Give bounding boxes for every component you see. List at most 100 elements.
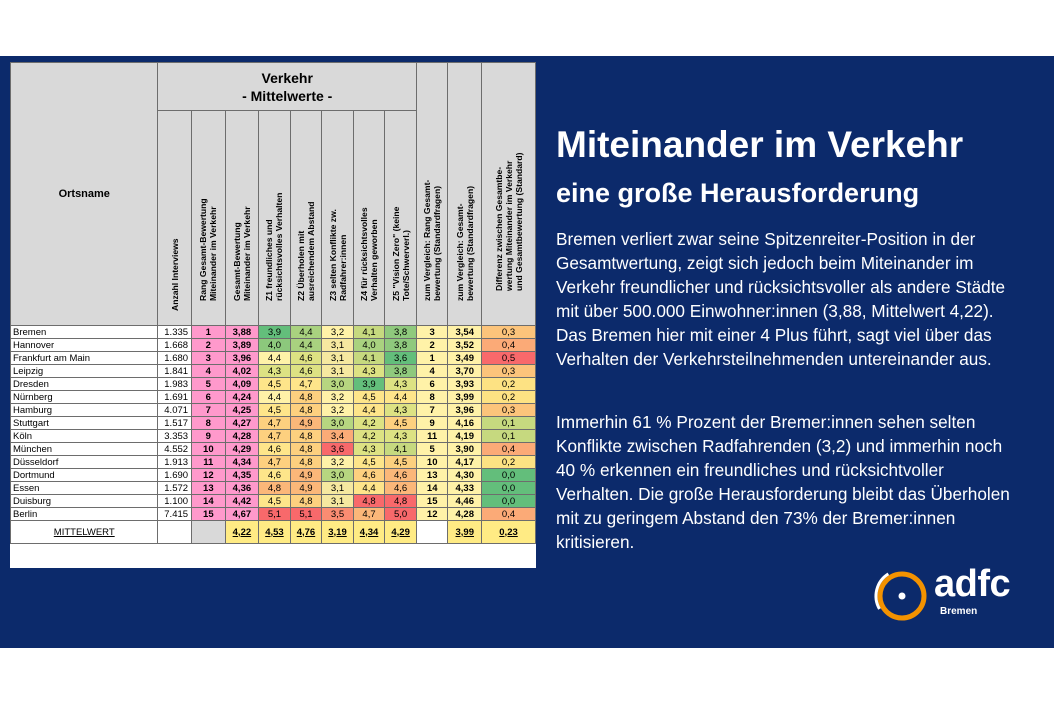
city-cell: Nürnberg [10,390,159,404]
col-header-diff: Differenz zwischen Gesamtbe- wertung Mit… [481,62,536,326]
z3-cell: 3,2 [321,325,354,339]
table-row: Dortmund 1.690 12 4,35 4,6 4,9 3,0 4,6 4,6 13 4,30… [10,468,536,482]
table-row: Frankfurt am Main 1.680 3 3,96 4,4 4,6 3,1 4,1 3… [10,351,536,365]
z5-cell: 4,5 [384,416,417,430]
z5-cell: 4,3 [384,377,417,391]
table-caption-top: Verkehr [261,69,313,86]
rank-cell: 5 [191,377,226,391]
interviews-cell: 3.353 [157,429,193,443]
diff-cell: 0,4 [481,442,536,456]
mean-row: MITTELWERT 4,22 4,53 4,76 3,19 4,34 4,29 3,99 0,… [10,520,536,544]
rank-cell: 2 [191,338,226,352]
score-cell: 4,67 [224,507,260,521]
z2-cell: 4,8 [289,390,323,404]
rank-cell: 8 [191,416,226,430]
col-header-rank: Rang Gesamt-Bewertung Miteinander im Ver… [191,110,226,326]
z2-cell: 4,9 [289,416,323,430]
z5-cell: 3,8 [384,325,417,339]
mean-score-cell: 4,22 [224,520,260,544]
score-cell: 4,42 [224,494,260,508]
paragraph-1: Bremen verliert zwar seine Spitzenreiter… [556,229,1006,369]
z4-cell: 4,6 [352,468,386,482]
cmp-score-cell: 4,19 [447,429,483,443]
z2-cell: 4,4 [289,325,323,339]
z1-cell: 4,5 [258,403,291,417]
cmp-rank-cell: 2 [415,338,449,352]
score-cell: 3,96 [224,351,260,365]
cmp-score-cell: 3,70 [447,364,483,378]
rank-cell: 9 [191,429,226,443]
col-header-cmp-score: zum Vergleich: Gesamt- bewertung (Standa… [447,62,483,326]
interviews-cell: 1.572 [157,481,193,495]
interviews-cell: 1.983 [157,377,193,391]
table-row: Berlin 7.415 15 4,67 5,1 5,1 3,5 4,7 5,0 12 4,28 0,… [10,507,536,521]
city-cell: Bremen [10,325,159,339]
table-caption-sub: - Mittelwerte - [242,87,333,104]
rank-cell: 3 [191,351,226,365]
z1-cell: 4,4 [258,351,291,365]
mean-diff-cell: 0,23 [481,520,536,544]
cmp-rank-cell: 15 [415,494,449,508]
cmp-score-cell: 3,90 [447,442,483,456]
cmp-score-cell: 3,99 [447,390,483,404]
score-cell: 4,27 [224,416,260,430]
cmp-score-cell: 3,52 [447,338,483,352]
z3-cell: 3,1 [321,481,354,495]
z1-cell: 4,5 [258,494,291,508]
diff-cell: 0,3 [481,364,536,378]
city-cell: Berlin [10,507,159,521]
score-cell: 4,02 [224,364,260,378]
z5-cell: 3,6 [384,351,417,365]
diff-cell: 0,2 [481,455,536,469]
cmp-rank-cell: 14 [415,481,449,495]
diff-cell: 0,1 [481,416,536,430]
z4-cell: 4,5 [352,390,386,404]
z4-cell: 4,2 [352,416,386,430]
city-cell: Essen [10,481,159,495]
score-cell: 4,09 [224,377,260,391]
interviews-cell: 1.668 [157,338,193,352]
interviews-cell: 1.517 [157,416,193,430]
z3-cell: 3,1 [321,364,354,378]
z2-cell: 4,8 [289,442,323,456]
cmp-rank-cell: 3 [415,325,449,339]
rank-cell: 15 [191,507,226,521]
interviews-cell: 1.691 [157,390,193,404]
diff-cell: 0,3 [481,403,536,417]
cmp-score-cell: 3,54 [447,325,483,339]
z3-cell: 3,5 [321,507,354,521]
logo-wordmark: adfc [934,563,1011,605]
z5-cell: 3,8 [384,364,417,378]
score-cell: 4,34 [224,455,260,469]
z3-cell: 3,1 [321,494,354,508]
z3-cell: 3,6 [321,442,354,456]
cmp-score-cell: 4,30 [447,468,483,482]
z1-cell: 4,7 [258,416,291,430]
table-row: Essen 1.572 13 4,36 4,8 4,9 3,1 4,4 4,6 14 4,33 0,0 [10,481,536,495]
z4-cell: 4,8 [352,494,386,508]
score-cell: 4,29 [224,442,260,456]
rank-cell: 6 [191,390,226,404]
cmp-rank-cell: 1 [415,351,449,365]
rank-cell: 14 [191,494,226,508]
cmp-score-cell: 4,28 [447,507,483,521]
diff-cell: 0,4 [481,507,536,521]
z2-cell: 4,8 [289,494,323,508]
slide-subtitle: eine große Herausforderung [556,178,920,208]
col-header-z3: Z3 selten Konflikte zw. Radfahrer:innen [321,110,354,326]
score-cell: 4,35 [224,468,260,482]
cmp-score-cell: 4,16 [447,416,483,430]
table-row: Dresden 1.983 5 4,09 4,5 4,7 3,0 3,9 4,3 6 3,93 0,2 [10,377,536,391]
z1-cell: 4,0 [258,338,291,352]
interviews-cell: 1.841 [157,364,193,378]
score-cell: 4,24 [224,390,260,404]
rank-cell: 1 [191,325,226,339]
rank-cell: 12 [191,468,226,482]
city-cell: Stuttgart [10,416,159,430]
interviews-cell: 4.071 [157,403,193,417]
paragraph-2: Immerhin 61 % Prozent der Bremer:innen s… [556,412,1010,552]
score-cell: 4,25 [224,403,260,417]
z1-cell: 3,9 [258,325,291,339]
z2-cell: 5,1 [289,507,323,521]
cmp-rank-cell: 10 [415,455,449,469]
